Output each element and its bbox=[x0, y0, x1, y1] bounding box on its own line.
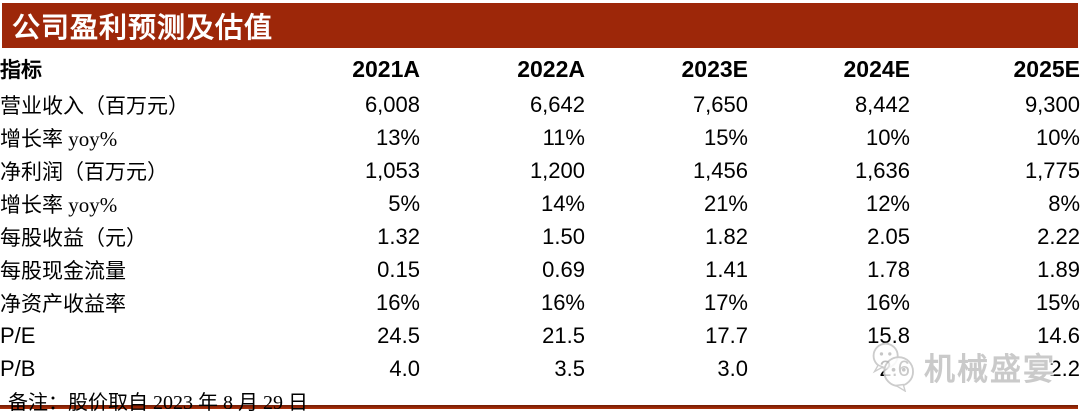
cell-value: 9,300 bbox=[1024, 91, 1080, 117]
header-year-2025e: 2025E bbox=[1013, 55, 1080, 82]
cell-value: 1.41 bbox=[705, 256, 748, 282]
cell-value: 1.78 bbox=[867, 256, 910, 282]
cell-value: 2.05 bbox=[867, 223, 910, 249]
cell-value: 17.7 bbox=[705, 322, 748, 348]
cell-value: 15.8 bbox=[867, 322, 910, 348]
table-row-eps: 每股收益（元） 1.32 1.50 1.82 2.05 2.22 bbox=[0, 220, 1080, 253]
table-row-revenue-growth: 增长率 yoy% 13% 11% 15% 10% 10% bbox=[0, 121, 1080, 154]
table-row-cash-flow-per-share: 每股现金流量 0.15 0.69 1.41 1.78 1.89 bbox=[0, 253, 1080, 286]
cell-value: 8,442 bbox=[854, 91, 910, 117]
cell-value: 21% bbox=[703, 190, 748, 216]
cell-value: 4.0 bbox=[389, 355, 420, 381]
cell-value: 15% bbox=[703, 124, 748, 150]
bottom-divider bbox=[0, 405, 1078, 409]
row-label: 每股收益（元） bbox=[0, 225, 147, 250]
cell-value: 6,008 bbox=[364, 91, 420, 117]
cell-value: 14.6 bbox=[1037, 322, 1080, 348]
table-row-profit-growth: 增长率 yoy% 5% 14% 21% 12% 8% bbox=[0, 187, 1080, 220]
header-year-2021a: 2021A bbox=[352, 55, 420, 82]
cell-value: 0.69 bbox=[542, 256, 585, 282]
cell-value: 2.6 bbox=[879, 355, 910, 381]
cell-value: 1.82 bbox=[705, 223, 748, 249]
table-row-pe: P/E 24.5 21.5 17.7 15.8 14.6 bbox=[0, 319, 1080, 352]
cell-value: 1.89 bbox=[1037, 256, 1080, 282]
header-year-2022a: 2022A bbox=[517, 55, 585, 82]
row-label: 净资产收益率 bbox=[0, 291, 126, 316]
cell-value: 16% bbox=[375, 289, 420, 315]
row-label: 增长率 yoy% bbox=[0, 126, 118, 151]
cell-value: 1.50 bbox=[542, 223, 585, 249]
header-year-2023e: 2023E bbox=[681, 55, 748, 82]
cell-value: 16% bbox=[540, 289, 585, 315]
row-label: P/E bbox=[0, 322, 36, 348]
cell-value: 15% bbox=[1035, 289, 1080, 315]
table-row-net-profit: 净利润（百万元） 1,053 1,200 1,456 1,636 1,775 bbox=[0, 154, 1080, 187]
cell-value: 16% bbox=[865, 289, 910, 315]
cell-value: 0.15 bbox=[377, 256, 420, 282]
cell-value: 17% bbox=[703, 289, 748, 315]
table-header-row: 指标 2021A 2022A 2023E 2024E 2025E bbox=[0, 50, 1080, 88]
row-label: 每股现金流量 bbox=[0, 258, 126, 283]
cell-value: 1,053 bbox=[364, 157, 420, 183]
cell-value: 13% bbox=[375, 124, 420, 150]
row-label: P/B bbox=[0, 355, 36, 381]
row-label: 营业收入（百万元） bbox=[0, 93, 189, 118]
header-year-2024e: 2024E bbox=[843, 55, 910, 82]
cell-value: 8% bbox=[1048, 190, 1080, 216]
table-title: 公司盈利预测及估值 bbox=[12, 12, 274, 44]
table-title-bar: 公司盈利预测及估值 bbox=[2, 3, 1078, 48]
table-row-revenue: 营业收入（百万元） 6,008 6,642 7,650 8,442 9,300 bbox=[0, 88, 1080, 121]
cell-value: 5% bbox=[388, 190, 420, 216]
header-indicator: 指标 bbox=[0, 58, 42, 82]
table-row-pb: P/B 4.0 3.5 3.0 2.6 2.2 bbox=[0, 352, 1080, 385]
cell-value: 1,456 bbox=[692, 157, 748, 183]
cell-value: 10% bbox=[865, 124, 910, 150]
cell-value: 3.0 bbox=[717, 355, 748, 381]
cell-value: 2.2 bbox=[1049, 355, 1080, 381]
cell-value: 11% bbox=[542, 124, 585, 150]
cell-value: 24.5 bbox=[377, 322, 420, 348]
cell-value: 1,200 bbox=[529, 157, 585, 183]
cell-value: 21.5 bbox=[542, 322, 585, 348]
cell-value: 14% bbox=[540, 190, 585, 216]
footnote: 备注：股价取自 2023 年 8 月 29 日 bbox=[8, 392, 308, 414]
cell-value: 2.22 bbox=[1037, 223, 1080, 249]
cell-value: 3.5 bbox=[554, 355, 585, 381]
cell-value: 1,775 bbox=[1024, 157, 1080, 183]
cell-value: 1,636 bbox=[854, 157, 910, 183]
forecast-valuation-table: 指标 2021A 2022A 2023E 2024E 2025E 营业收入（百万… bbox=[0, 50, 1080, 385]
cell-value: 12% bbox=[865, 190, 910, 216]
cell-value: 10% bbox=[1035, 124, 1080, 150]
cell-value: 7,650 bbox=[692, 91, 748, 117]
table-row-roe: 净资产收益率 16% 16% 17% 16% 15% bbox=[0, 286, 1080, 319]
row-label: 净利润（百万元） bbox=[0, 159, 168, 184]
cell-value: 1.32 bbox=[377, 223, 420, 249]
row-label: 增长率 yoy% bbox=[0, 192, 118, 217]
cell-value: 6,642 bbox=[529, 91, 585, 117]
